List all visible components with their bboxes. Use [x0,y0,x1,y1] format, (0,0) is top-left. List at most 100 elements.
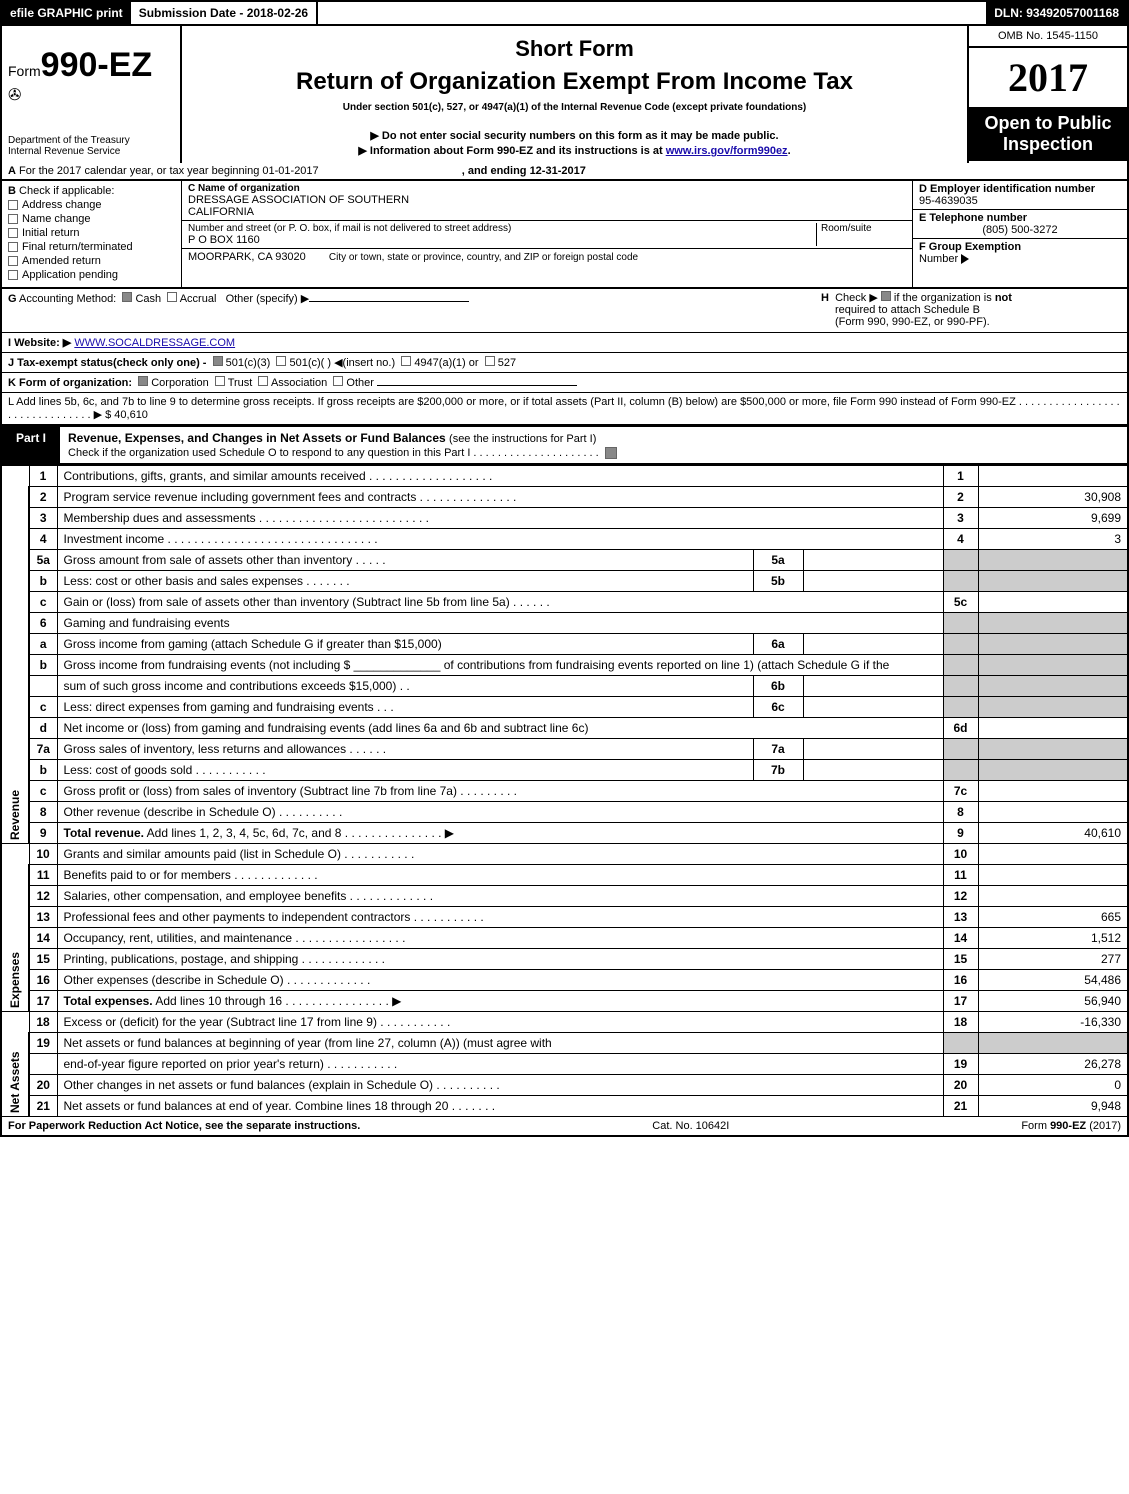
line-ref [943,1033,978,1054]
h-text4: (Form 990, 990-EZ, or 990-PF). [835,316,990,328]
g-cash: Cash [135,293,161,305]
a-text: For the 2017 calendar year, or tax year … [19,165,319,177]
city-label: City or town, state or province, country… [329,252,638,263]
line-ref: 17 [943,991,978,1012]
note-info-suffix: . [788,145,791,157]
checkbox-icon [213,356,223,366]
line-num [29,676,57,697]
line-val [978,718,1128,739]
line-desc: Net assets or fund balances at end of ye… [57,1096,943,1117]
line-desc: Less: direct expenses from gaming and fu… [57,697,753,718]
line-val [978,571,1128,592]
form-num-big: 990-EZ [41,46,153,84]
k-assoc: Association [271,377,327,389]
table-row: 19 Net assets or fund balances at beginn… [1,1033,1128,1054]
phone-block: E Telephone number (805) 500-3272 [913,210,1127,239]
table-row: b Less: cost or other basis and sales ex… [1,571,1128,592]
chk-label: Initial return [22,227,79,239]
line-num: 10 [29,844,57,865]
table-row: end-of-year figure reported on prior yea… [1,1054,1128,1075]
chk-application-pending[interactable]: Application pending [8,269,175,281]
org-name-1: DRESSAGE ASSOCIATION OF SOUTHERN [188,194,906,206]
table-row: 14 Occupancy, rent, utilities, and maint… [1,928,1128,949]
table-row: 6 Gaming and fundraising events [1,613,1128,634]
dept-treasury: Department of the Treasury [8,135,174,146]
table-row: 12 Salaries, other compensation, and emp… [1,886,1128,907]
part-1-table: Revenue 1 Contributions, gifts, grants, … [0,465,1129,1117]
chk-initial-return[interactable]: Initial return [8,227,175,239]
j-4947: 4947(a)(1) or [414,357,478,369]
table-row: 3 Membership dues and assessments . . . … [1,508,1128,529]
j-501c3: 501(c)(3) [226,357,271,369]
chk-final-return[interactable]: Final return/terminated [8,241,175,253]
line-val [978,550,1128,571]
line-desc: Grants and similar amounts paid (list in… [57,844,943,865]
part-1-check-line: Check if the organization used Schedule … [68,447,599,459]
submission-date: Submission Date - 2018-02-26 [131,2,318,24]
checkbox-icon [258,376,268,386]
efile-label: efile GRAPHIC print [2,2,131,24]
line-val [978,781,1128,802]
g-label: G [8,293,17,305]
a-end: , and ending 12-31-2017 [462,165,586,177]
line-ref: 16 [943,970,978,991]
col-de: D Employer identification number 95-4639… [912,181,1127,287]
checkbox-icon [8,200,18,210]
line-desc: Total expenses. Add lines 10 through 16 … [57,991,943,1012]
irs-link[interactable]: www.irs.gov/form990ez [666,145,788,157]
footer-form-num: 990-EZ [1050,1120,1086,1132]
line-ref [943,697,978,718]
city-block: MOORPARK, CA 93020 City or town, state o… [182,249,912,265]
b-text: Check if applicable: [19,185,114,197]
l-value: $ 40,610 [105,409,148,421]
line-val: 3 [978,529,1128,550]
line-num: 6 [29,613,57,634]
chk-amended-return[interactable]: Amended return [8,255,175,267]
line-ref: 13 [943,907,978,928]
line-desc: Gross income from fundraising events (no… [57,655,943,676]
line-val [978,739,1128,760]
h-text3: required to attach Schedule B [835,304,980,316]
line-midval [803,550,943,571]
line-desc: Net assets or fund balances at beginning… [57,1033,943,1054]
line-desc: Other expenses (describe in Schedule O) … [57,970,943,991]
line-midval [803,634,943,655]
line-ref: 14 [943,928,978,949]
line-val [978,865,1128,886]
h-not: not [995,292,1012,304]
eagle-icon: ✇ [8,85,174,105]
line-desc: Benefits paid to or for members . . . . … [57,865,943,886]
h-label: H [821,292,829,304]
chk-address-change[interactable]: Address change [8,199,175,211]
line-desc: Gaming and fundraising events [57,613,943,634]
line-num: 8 [29,802,57,823]
line-ref: 12 [943,886,978,907]
open-public-text: Open to Public [973,113,1123,134]
dln: DLN: 93492057001168 [986,2,1127,24]
l-text: L Add lines 5b, 6c, and 7b to line 9 to … [8,396,1016,408]
street-label: Number and street (or P. O. box, if mail… [188,223,816,234]
line-val [978,466,1128,487]
line-num [29,1054,57,1075]
chk-label: Address change [22,199,102,211]
year-cell: OMB No. 1545-1150 2017 Open to Public In… [967,26,1127,163]
table-row: b Less: cost of goods sold . . . . . . .… [1,760,1128,781]
ein-block: D Employer identification number 95-4639… [913,181,1127,210]
line-val [978,655,1128,676]
line-ref: 6d [943,718,978,739]
chk-label: Name change [22,213,91,225]
line-ref: 10 [943,844,978,865]
table-row: 13 Professional fees and other payments … [1,907,1128,928]
line-midval [803,571,943,592]
col-c-org: C Name of organization DRESSAGE ASSOCIAT… [182,181,912,287]
website-link[interactable]: WWW.SOCALDRESSAGE.COM [74,337,235,349]
chk-name-change[interactable]: Name change [8,213,175,225]
line-num: 19 [29,1033,57,1054]
line-num: 17 [29,991,57,1012]
phone-label: E Telephone number [919,212,1121,224]
line-desc: Less: cost or other basis and sales expe… [57,571,753,592]
line-midnum: 6a [753,634,803,655]
line-num: 20 [29,1075,57,1096]
table-row: 17 Total expenses. Add lines 10 through … [1,991,1128,1012]
line-midnum: 5b [753,571,803,592]
